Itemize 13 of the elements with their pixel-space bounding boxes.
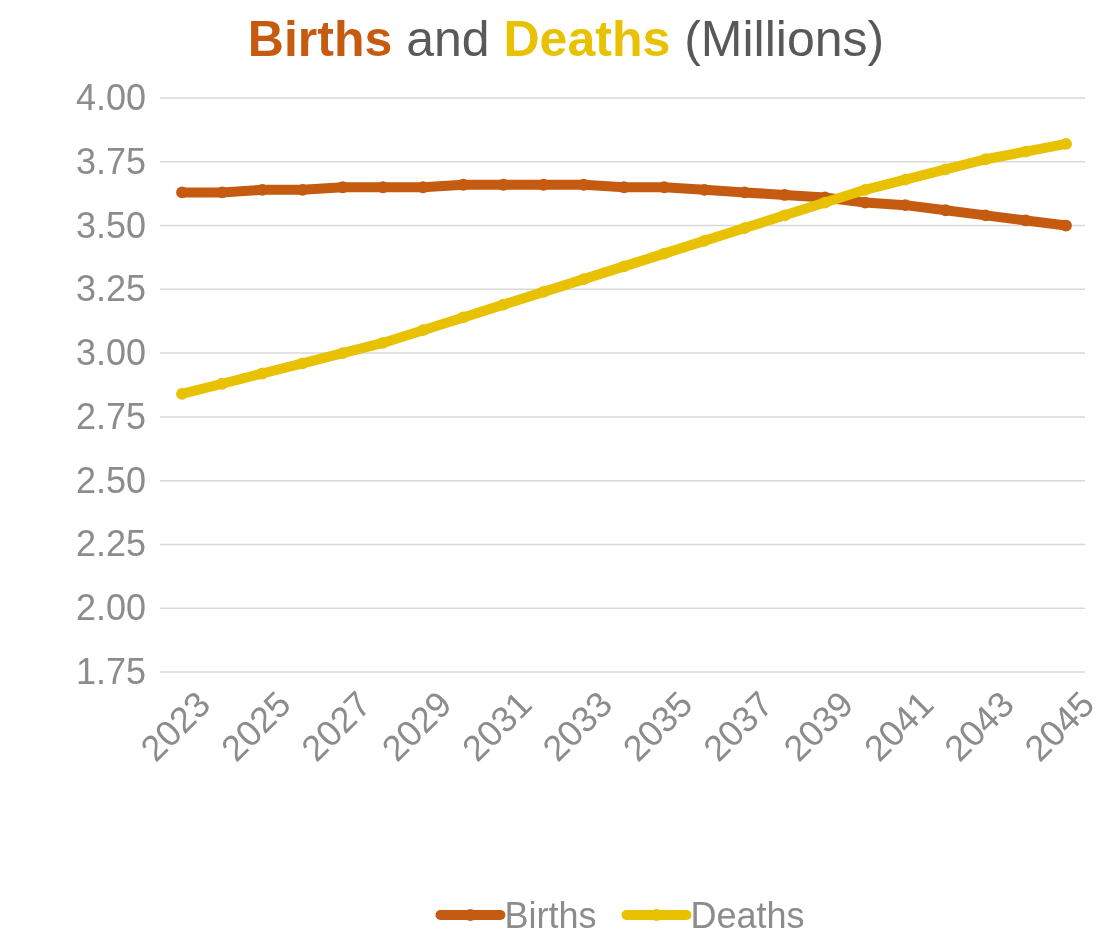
y-tick-label: 3.25 <box>75 268 146 310</box>
y-tick-label: 2.50 <box>75 459 146 501</box>
legend-label: Deaths <box>690 894 805 936</box>
y-tick-label: 3.00 <box>75 332 146 374</box>
y-tick-label: 4.00 <box>75 77 146 119</box>
y-tick-label: 2.75 <box>75 395 146 437</box>
y-tick-label: 3.50 <box>75 204 146 246</box>
y-tick-label: 3.75 <box>75 140 146 182</box>
y-tick-label: 1.75 <box>75 651 146 693</box>
y-tick-label: 2.00 <box>75 587 146 629</box>
chart-title: Births and Deaths (Millions) <box>247 11 885 67</box>
y-tick-label: 2.25 <box>75 523 146 565</box>
legend-label: Births <box>504 894 597 936</box>
